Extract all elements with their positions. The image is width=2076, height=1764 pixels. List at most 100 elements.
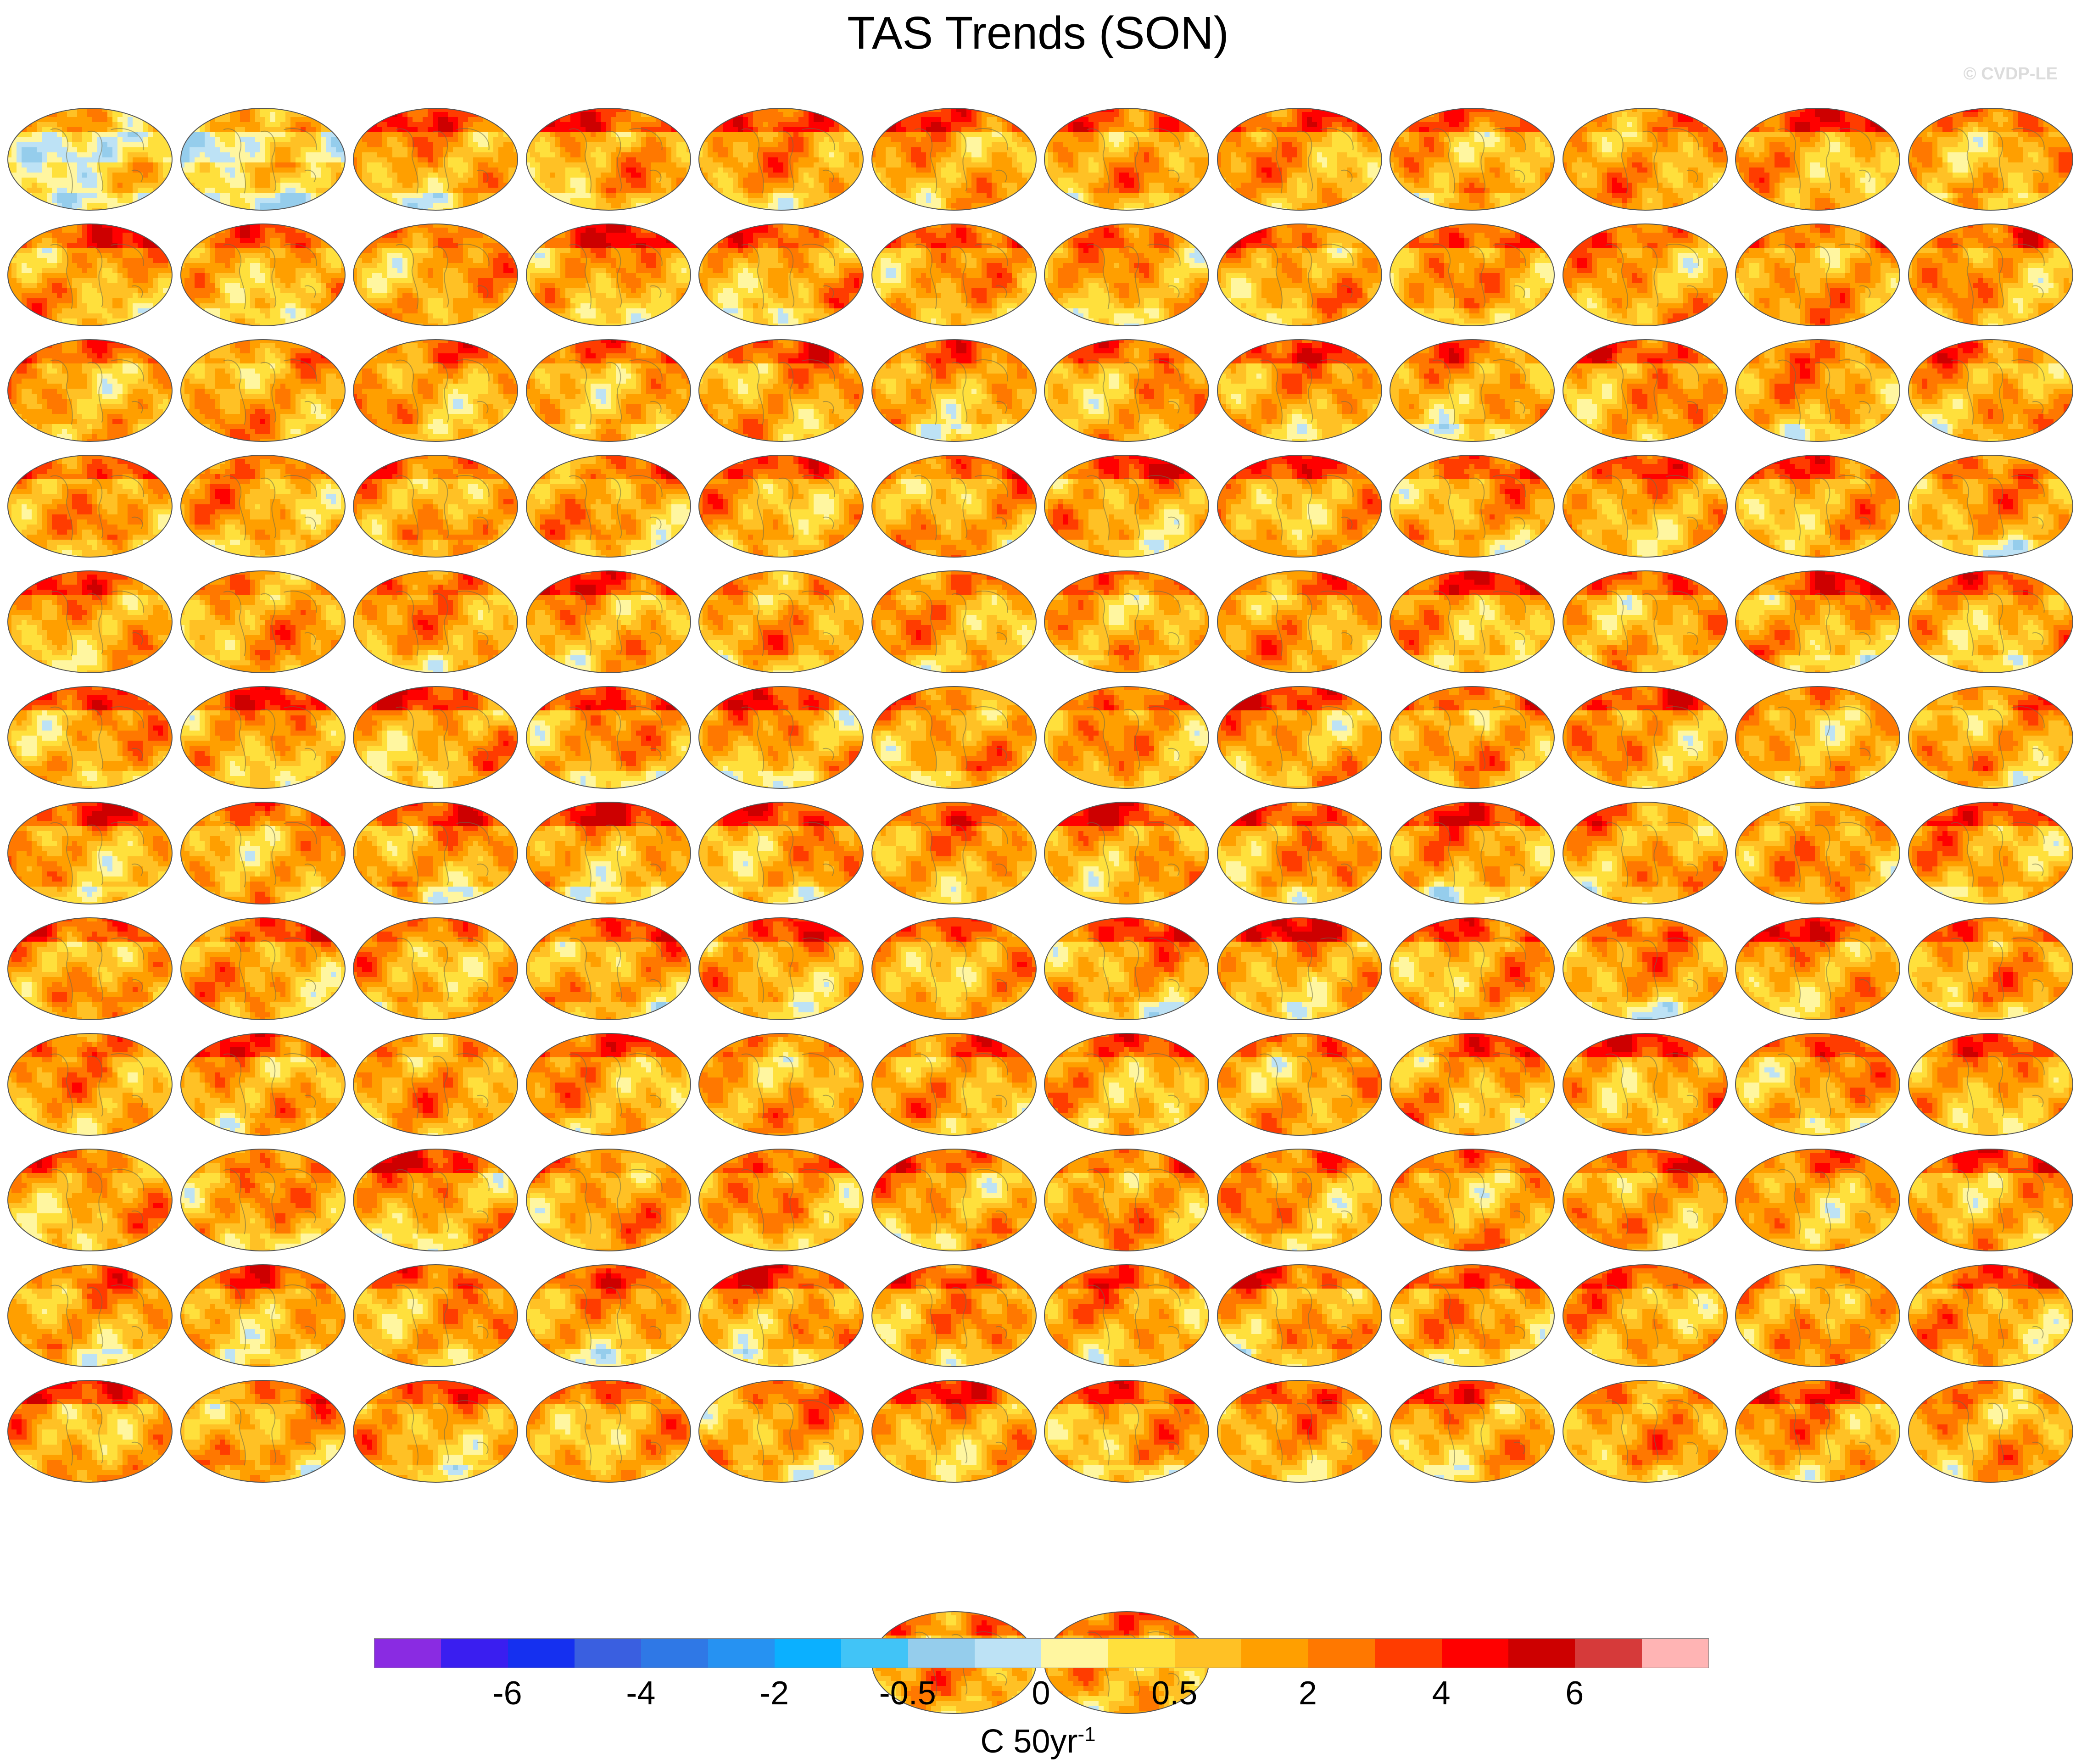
- trend-map-panel: [1907, 454, 2074, 558]
- trend-map-panel: [698, 1263, 865, 1368]
- colorbar-swatch: [841, 1639, 908, 1668]
- trend-map-panel: [525, 107, 692, 212]
- trend-map-panel: [179, 1379, 346, 1484]
- trend-map-panel: [871, 223, 1038, 327]
- trend-map-panel: [698, 685, 865, 790]
- trend-map-panel: [352, 1148, 519, 1252]
- trend-map-panel: [352, 1032, 519, 1137]
- trend-map-panel: [6, 107, 173, 212]
- trend-map-panel: [1734, 1148, 1901, 1252]
- trend-map-panel: [1043, 223, 1210, 327]
- trend-map-panel: [1734, 1032, 1901, 1137]
- colorbar-swatch: [1041, 1639, 1108, 1668]
- trend-map-panel: [179, 454, 346, 558]
- trend-map-panel: [1907, 1263, 2074, 1368]
- trend-map-panel: [6, 685, 173, 790]
- trend-map-panel: [352, 801, 519, 905]
- trend-map-panel: [6, 1379, 173, 1484]
- colorbar-swatch: [374, 1639, 441, 1668]
- trend-map-panel: [1389, 223, 1556, 327]
- trend-map-panel: [525, 569, 692, 674]
- trend-map-panel: [1043, 338, 1210, 443]
- trend-map-panel: [1734, 454, 1901, 558]
- trend-map-panel: [6, 338, 173, 443]
- trend-map-panel: [1907, 916, 2074, 1021]
- trend-map-panel: [6, 454, 173, 558]
- trend-map-panel: [1043, 569, 1210, 674]
- colorbar-tick-label: -2: [759, 1673, 789, 1714]
- trend-map-panel: [1734, 801, 1901, 905]
- trend-map-panel: [1562, 1148, 1729, 1252]
- colorbar-swatch: [441, 1639, 508, 1668]
- trend-map-panel: [1043, 685, 1210, 790]
- trend-map-panel: [352, 916, 519, 1021]
- trend-map-panel: [1562, 569, 1729, 674]
- trend-map-panel: [6, 569, 173, 674]
- trend-map-panel: [698, 454, 865, 558]
- trend-map-panel: [1216, 1263, 1383, 1368]
- trend-map-panel: [179, 1148, 346, 1252]
- trend-map-panel: [352, 1379, 519, 1484]
- trend-map-panel: [352, 454, 519, 558]
- trend-map-panel: [525, 1379, 692, 1484]
- units-exponent: -1: [1077, 1723, 1095, 1746]
- trend-map-panel: [1216, 1148, 1383, 1252]
- trend-map-panel: [871, 801, 1038, 905]
- trend-map-panel: [1043, 1148, 1210, 1252]
- trend-map-panel: [1907, 685, 2074, 790]
- trend-map-panel: [1562, 454, 1729, 558]
- trend-map-panel: [871, 107, 1038, 212]
- colorbar-tick-label: -6: [493, 1673, 522, 1714]
- trend-map-panel: [1043, 801, 1210, 905]
- trend-map-panel: [6, 223, 173, 327]
- trend-map-panel: [1734, 569, 1901, 674]
- trend-map-panel: [1043, 107, 1210, 212]
- trend-map-panel: [1216, 569, 1383, 674]
- trend-map-panel: [871, 1379, 1038, 1484]
- trend-map-panel: [352, 338, 519, 443]
- trend-map-panel: [1907, 1032, 2074, 1137]
- trend-map-panel: [1734, 223, 1901, 327]
- trend-map-panel: [871, 1148, 1038, 1252]
- trend-map-panel: [1562, 338, 1729, 443]
- trend-map-panel: [1907, 338, 2074, 443]
- colorbar-swatch: [575, 1639, 641, 1668]
- trend-map-panel: [871, 685, 1038, 790]
- colorbar-swatch: [1642, 1639, 1708, 1668]
- trend-map-panel: [1562, 1263, 1729, 1368]
- colorbar-swatch: [641, 1639, 708, 1668]
- trend-map-panel: [1043, 454, 1210, 558]
- trend-map-panel: [6, 916, 173, 1021]
- trend-map-panel: [179, 801, 346, 905]
- trend-map-panel: [352, 223, 519, 327]
- trend-map-panel: [871, 916, 1038, 1021]
- trend-map-panel: [1389, 916, 1556, 1021]
- trend-map-panel: [698, 1379, 865, 1484]
- colorbar-swatch: [1175, 1639, 1241, 1668]
- trend-map-panel: [1389, 1148, 1556, 1252]
- trend-map-panel: [698, 916, 865, 1021]
- trend-map-panel: [1907, 107, 2074, 212]
- colorbar-swatch: [1308, 1639, 1375, 1668]
- colorbar-tick-label: 4: [1432, 1673, 1451, 1714]
- trend-map-panel: [525, 1032, 692, 1137]
- trend-map-panel: [179, 685, 346, 790]
- colorbar: [374, 1638, 1709, 1668]
- trend-map-panel: [1389, 107, 1556, 212]
- trend-map-panel: [698, 569, 865, 674]
- trend-map-panel: [1043, 916, 1210, 1021]
- trend-map-panel: [352, 1263, 519, 1368]
- colorbar-swatch: [1575, 1639, 1641, 1668]
- trend-map-panel: [1216, 454, 1383, 558]
- trend-map-panel: [179, 338, 346, 443]
- trend-map-panel: [352, 107, 519, 212]
- colorbar-swatch: [1108, 1639, 1175, 1668]
- colorbar-units: C 50yr-1: [0, 1714, 2076, 1762]
- trend-map-panel: [1389, 1032, 1556, 1137]
- colorbar-tick-label: 2: [1299, 1673, 1317, 1714]
- trend-map-panel: [1734, 685, 1901, 790]
- colorbar-tick-label: 6: [1565, 1673, 1584, 1714]
- trend-map-panel: [1389, 454, 1556, 558]
- trend-map-panel: [698, 223, 865, 327]
- trend-map-panel: [1389, 1379, 1556, 1484]
